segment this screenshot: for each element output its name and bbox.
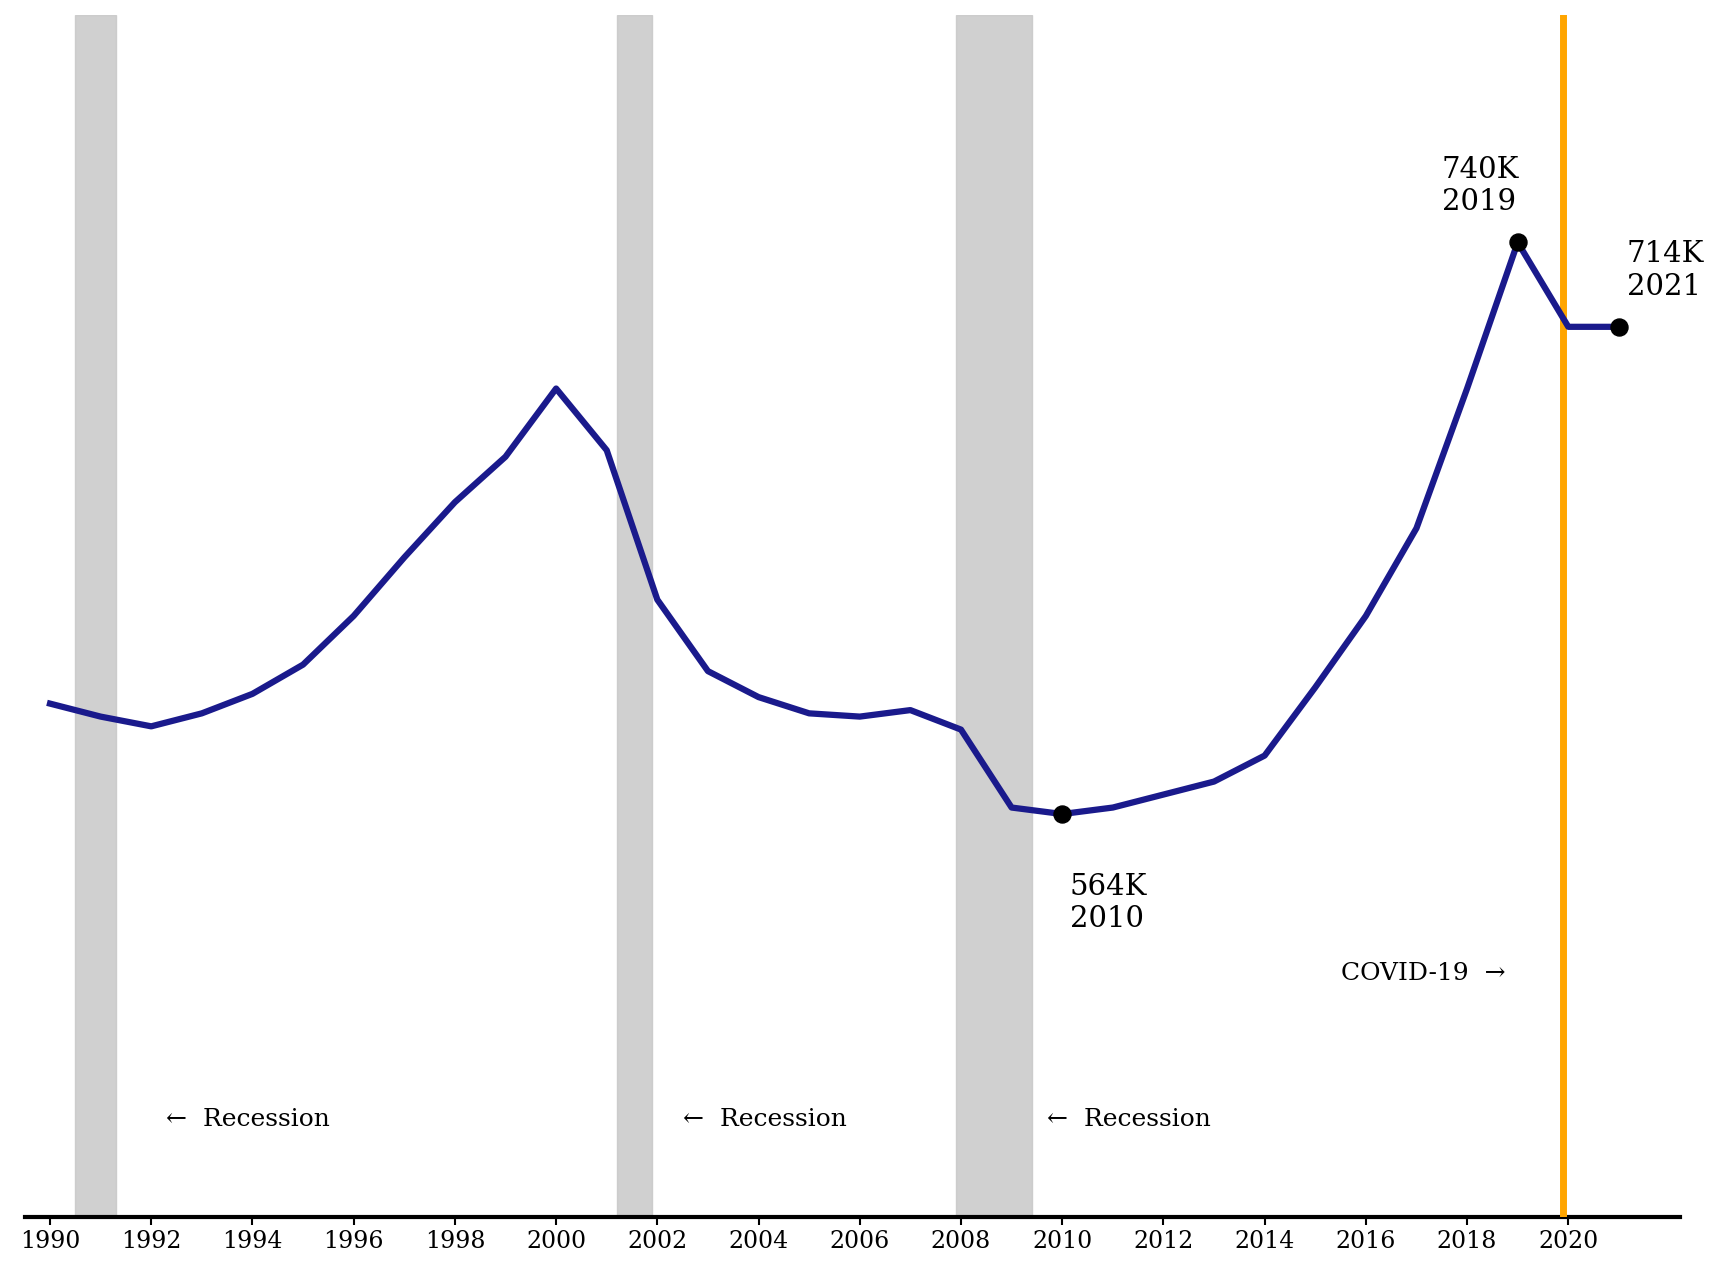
Text: COVID-19  →: COVID-19 →	[1340, 961, 1506, 985]
Text: 564K
2010: 564K 2010	[1070, 872, 1146, 933]
Point	[1504, 232, 1532, 252]
Bar	[76, 15, 116, 1217]
Text: ←  Recession: ← Recession	[166, 1108, 330, 1131]
Text: ←  Recession: ← Recession	[683, 1108, 847, 1131]
Text: ←  Recession: ← Recession	[1048, 1108, 1210, 1131]
Bar	[956, 15, 1032, 1217]
Text: 740K
2019: 740K 2019	[1442, 156, 1520, 217]
Bar	[617, 15, 652, 1217]
Text: 714K
2021: 714K 2021	[1627, 241, 1703, 301]
Point	[1605, 317, 1632, 337]
Point	[1048, 804, 1075, 824]
